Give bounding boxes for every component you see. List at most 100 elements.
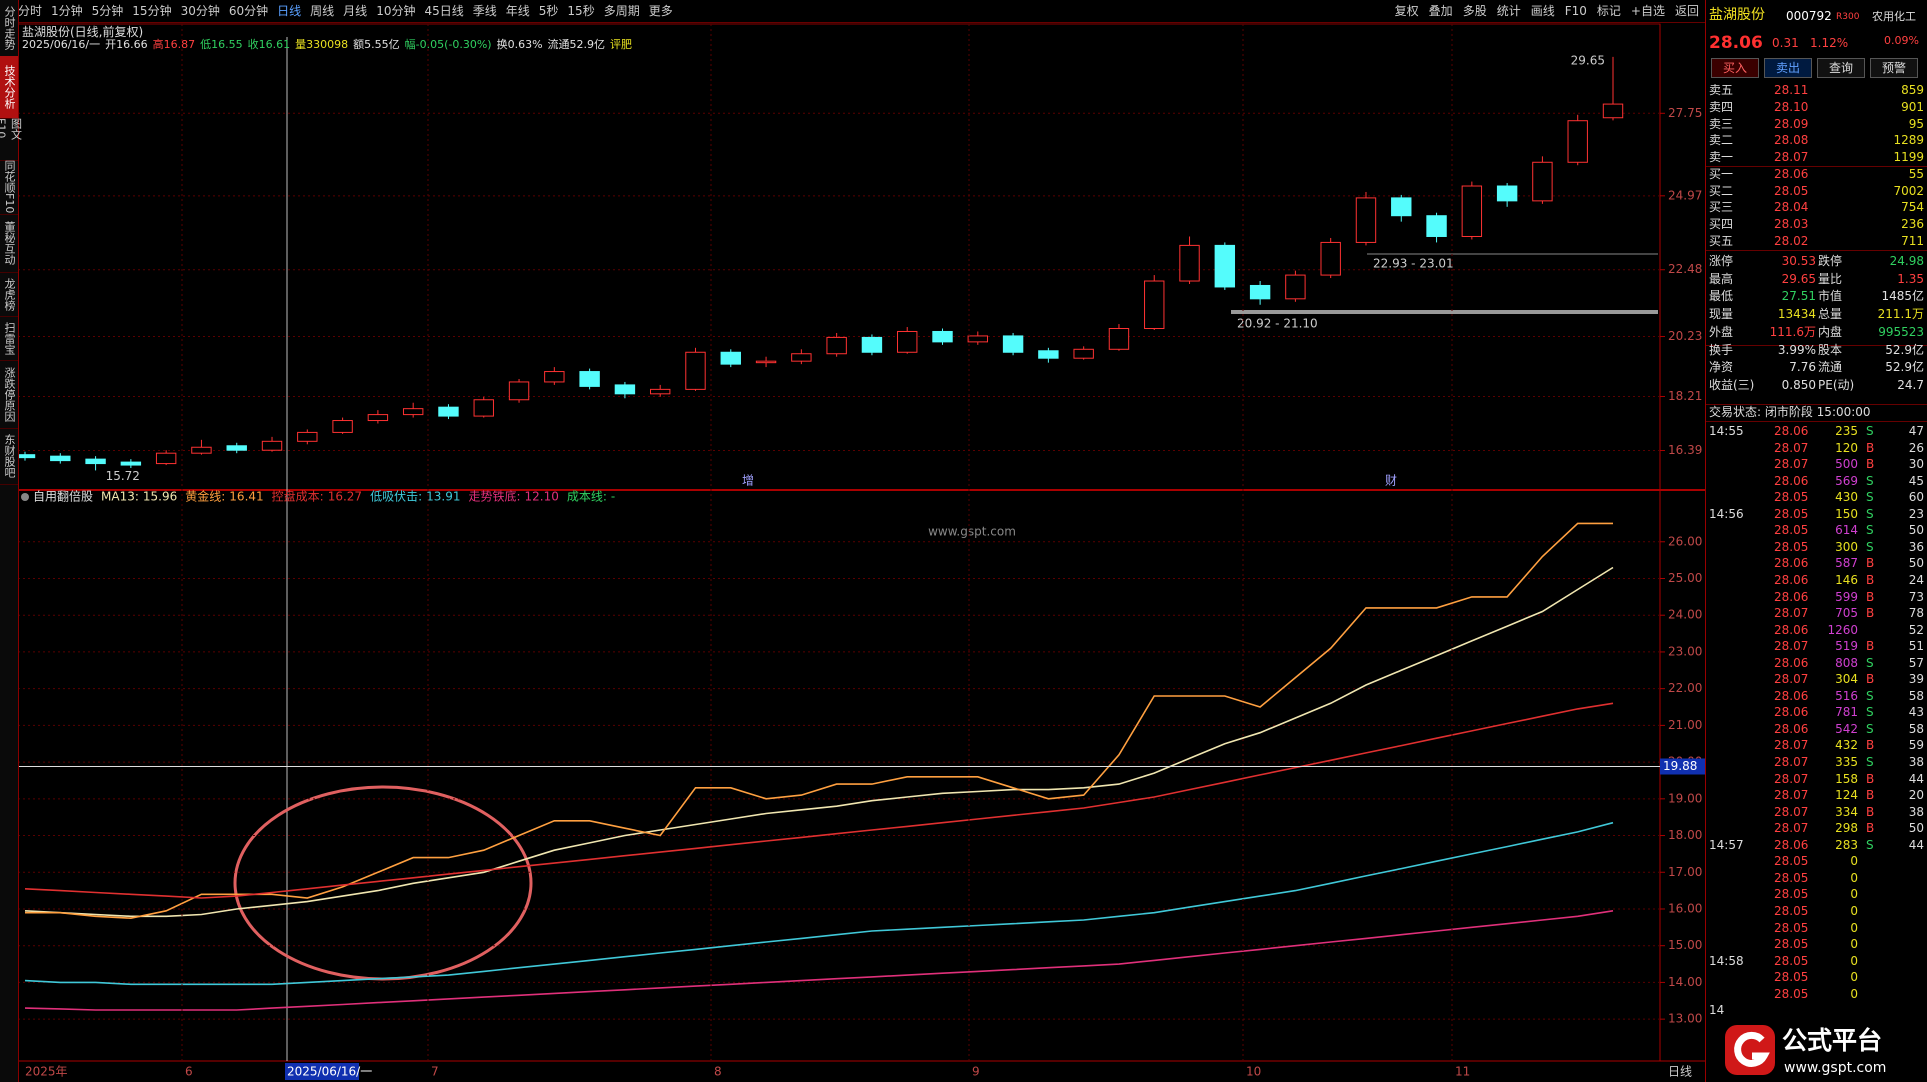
tool-button[interactable]: F10 [1564,4,1587,18]
tick-volume: 335 [1835,755,1858,769]
legend-text: 控盘成本: [272,489,324,504]
stat-label: 净资 [1709,360,1734,375]
period-tab[interactable]: 分时 [18,4,43,18]
y-tick-label: 20.23 [1668,329,1702,343]
period-label: 日线 [1668,1065,1692,1079]
action-button[interactable]: 卖出 [1764,58,1812,78]
stat-value: 30.53 [1781,254,1816,268]
y-tick-label: 19.00 [1668,791,1702,805]
period-tab[interactable]: 多周期 [603,4,640,18]
tool-button[interactable]: +自选 [1630,4,1665,18]
y-tick-label: 22.48 [1668,262,1702,276]
tool-button[interactable]: 画线 [1530,4,1555,18]
tick-side: S [1866,837,1874,852]
side-tab[interactable]: 同花顺F10 [0,160,18,215]
tool-button[interactable]: 叠加 [1428,4,1453,18]
tick-side: B [1866,606,1875,621]
tool-button[interactable]: 统计 [1496,4,1521,18]
tool-button[interactable]: 复权 [1394,4,1419,18]
period-tab[interactable]: 5秒 [538,4,559,18]
period-tab[interactable]: 年线 [505,4,530,18]
period-tab[interactable]: 季线 [472,4,497,18]
side-tab[interactable]: 分时走势 [0,0,18,57]
tick-time: 14:56 [1709,506,1744,521]
tick-price: 28.05 [1774,506,1809,521]
tick-time: 14:55 [1709,424,1744,438]
tick-volume: 0 [1850,937,1858,952]
period-tab[interactable]: 60分钟 [228,4,269,18]
action-button[interactable]: 买入 [1711,58,1759,78]
tick-volume: 430 [1835,490,1858,505]
sidebar: 分时走势 技术分析 图文F10 同花顺F10 董秘互动 龙虎榜 扫雷宝 涨跌停原因 东财股吧 [0,0,23,1082]
stat-value: 27.51 [1781,289,1816,304]
tick-volume: 304 [1835,672,1858,687]
period-tab[interactable]: 更多 [648,4,673,18]
tick-price: 28.07 [1774,606,1809,621]
tick-side: B [1866,738,1875,753]
tick-volume: 808 [1835,655,1858,670]
candle-body [1108,328,1130,350]
toolbar: 分时 1分钟 5分钟 15分钟 30分钟 60分钟 日线 周线 月线 10分钟 45日线 季线 年线 5秒… [18,0,1705,23]
candle-body [85,458,106,465]
date-label: 9 [972,1065,980,1079]
side-tab[interactable]: 图文F10 [0,118,23,161]
candle-body [402,408,424,416]
period-tab[interactable]: 30分钟 [180,4,220,18]
period-tab[interactable]: 日线 [277,4,302,18]
stat-label: 跌停 [1818,254,1843,268]
side-tab[interactable]: 东财股吧 [0,428,18,485]
stat-label: 最低 [1709,289,1734,304]
period-tab[interactable]: 月线 [343,4,368,18]
trade-status: 交易状态: 闭市阶段 15:00:00 [1709,405,1871,419]
candle-body [473,399,494,417]
book-label: 买四 [1709,217,1734,231]
action-button[interactable]: 查询 [1817,58,1865,78]
candle-body [1391,197,1412,217]
tick-volume: 120 [1835,440,1858,455]
period-tab[interactable]: 10分钟 [376,4,416,18]
side-tab[interactable]: 涨跌停原因 [0,360,18,429]
action-button[interactable]: 预警 [1870,58,1918,78]
period-tab[interactable]: 45日线 [424,4,464,18]
side-tab[interactable]: 董秘互动 [0,214,18,273]
tick-volume: 334 [1835,804,1858,819]
side-tab[interactable]: 扫雷宝 [0,316,18,361]
side-tab[interactable]: 龙虎榜 [0,272,18,317]
legend-text: MA13: [101,490,139,504]
period-tab[interactable]: 15秒 [567,4,595,18]
tick-price: 28.06 [1774,424,1809,438]
legend-text: 15.96 [143,490,177,504]
tick-price: 28.06 [1774,556,1809,571]
book-volume: 1289 [1893,133,1924,148]
tool-button[interactable]: 标记 [1596,4,1621,18]
tick-count: 57 [1908,655,1924,670]
tick-price: 28.07 [1774,788,1809,803]
side-tab[interactable]: 技术分析 [0,56,18,119]
period-tab[interactable]: 5分钟 [91,4,124,18]
candle-body [261,440,283,451]
tick-side: B [1866,639,1875,654]
candle-body [297,431,318,442]
period-tab[interactable]: 1分钟 [51,4,83,18]
candle-body [755,360,777,364]
tick-side: S [1866,424,1874,438]
legend-icon [21,493,29,501]
zone-label: 22.93 - 23.01 [1373,257,1454,271]
book-price: 28.05 [1774,183,1809,198]
period-tab[interactable]: 周线 [310,4,335,18]
period-tab[interactable]: 15分钟 [132,4,172,18]
stat-label: 外盘 [1709,324,1734,339]
tool-button[interactable]: 返回 [1674,4,1699,18]
tick-volume: 705 [1835,606,1858,621]
stat-value: 1485亿 [1881,289,1924,304]
y-tick-label: 22.00 [1668,681,1702,695]
tool-button[interactable]: 多股 [1462,4,1487,18]
legend-text: 16.27 [328,490,362,504]
tick-count: 47 [1908,424,1924,438]
tick-price: 28.07 [1774,804,1809,819]
date-label: 2025/06/16/一 [287,1065,372,1079]
tick-side: S [1866,506,1874,521]
tick-side: B [1866,572,1875,587]
y-tick-label: 13.00 [1668,1012,1702,1026]
tick-volume: 519 [1835,639,1858,654]
